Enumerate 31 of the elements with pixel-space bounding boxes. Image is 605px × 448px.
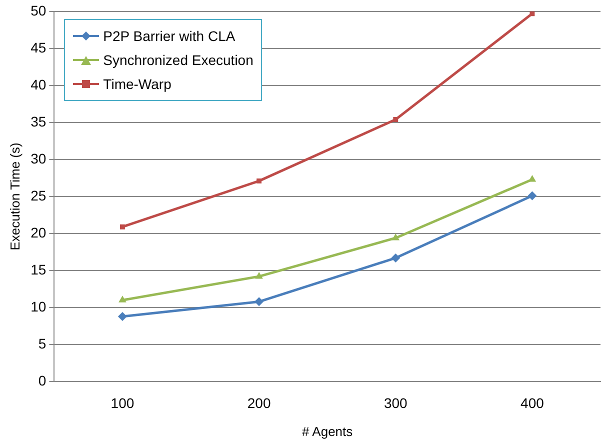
legend-label: Time-Warp	[103, 76, 172, 92]
point	[393, 117, 398, 122]
point	[256, 178, 262, 184]
point	[530, 11, 535, 16]
y-axis-title: Execution Time (s)	[7, 142, 22, 250]
y-tick-label: 20	[30, 224, 46, 240]
y-tick-label: 40	[30, 76, 46, 92]
legend-label: Synchronized Execution	[103, 52, 254, 68]
y-tick-label: 45	[30, 39, 46, 56]
point	[120, 224, 125, 230]
point	[118, 312, 127, 321]
x-tick-label: 100	[110, 394, 134, 411]
point	[255, 272, 263, 279]
point	[528, 191, 537, 200]
y-tick-label: 50	[30, 2, 46, 18]
legend-label: P2P Barrier with CLA	[103, 28, 236, 44]
y-tick-label: 5	[38, 335, 46, 352]
point	[118, 296, 126, 302]
x-tick-label: 200	[247, 394, 271, 411]
point	[392, 233, 400, 240]
y-tick-label: 25	[30, 187, 46, 204]
y-tick-label: 0	[38, 372, 46, 388]
point	[254, 297, 264, 306]
x-tick-label: 300	[384, 394, 408, 411]
y-tick-label: 10	[30, 298, 46, 314]
x-axis-title: # Agents	[302, 424, 354, 439]
y-tick-label: 30	[30, 150, 46, 166]
point	[391, 253, 400, 262]
y-tick-label: 35	[30, 113, 46, 130]
x-tick-label: 400	[520, 394, 544, 411]
y-tick-label: 15	[30, 261, 46, 278]
